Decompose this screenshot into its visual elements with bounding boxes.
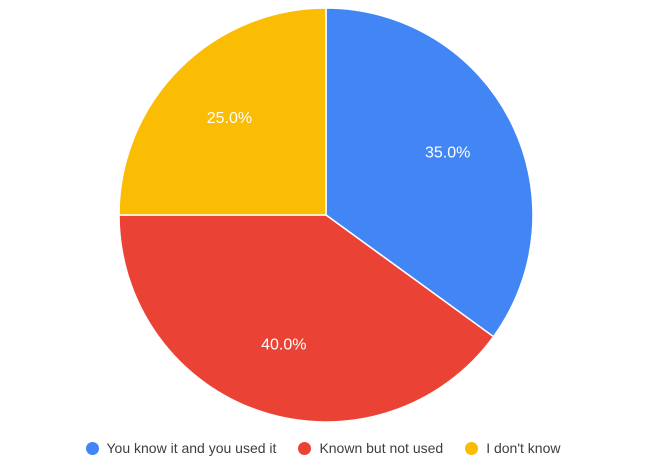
pie-label-i-don-t-know: 25.0% [207,110,252,127]
legend-label-known-but-not-used: Known but not used [319,440,444,456]
pie-label-known-but-not-used: 40.0% [261,336,306,353]
pie-slice-you-know-it-and-you-used-it [325,7,534,338]
chart-legend: You know it and you used it Known but no… [0,436,646,460]
legend-item-known-but-not-used: Known but not used [298,440,443,456]
pie-chart-svg: 35.0% 40.0% 25.0% [118,7,534,423]
legend-item-you-know-it-and-used-it: You know it and you used it [85,440,277,456]
legend-swatch-i-dont-know [465,441,479,455]
pie-slice-known-but-not-used [118,214,495,423]
pie-slice-i-don-t-know [118,7,327,216]
legend-label-you-know-it-and-used-it: You know it and you used it [106,440,277,456]
legend-item-i-dont-know: I don't know [465,440,560,456]
legend-swatch-you-know-it-and-used-it [85,441,99,455]
pie-label-you-know-it-and-you-used-it: 35.0% [425,145,470,162]
legend-swatch-known-but-not-used [298,441,312,455]
legend-label-i-dont-know: I don't know [486,440,561,456]
